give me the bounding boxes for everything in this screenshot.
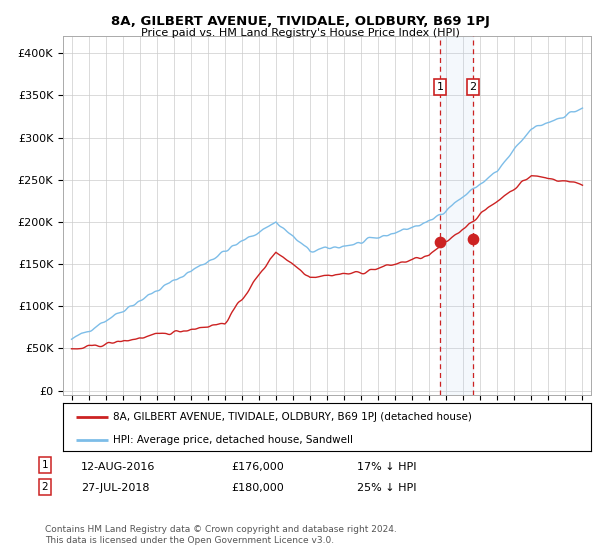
Text: 1: 1 [41,460,49,470]
Text: 27-JUL-2018: 27-JUL-2018 [81,483,149,493]
Text: £176,000: £176,000 [231,462,284,472]
Text: HPI: Average price, detached house, Sandwell: HPI: Average price, detached house, Sand… [113,435,353,445]
Text: 8A, GILBERT AVENUE, TIVIDALE, OLDBURY, B69 1PJ (detached house): 8A, GILBERT AVENUE, TIVIDALE, OLDBURY, B… [113,412,472,422]
Text: 2: 2 [41,482,49,492]
Text: 8A, GILBERT AVENUE, TIVIDALE, OLDBURY, B69 1PJ: 8A, GILBERT AVENUE, TIVIDALE, OLDBURY, B… [110,15,490,28]
Text: Contains HM Land Registry data © Crown copyright and database right 2024.
This d: Contains HM Land Registry data © Crown c… [45,525,397,545]
Bar [440,36,473,395]
Text: 25% ↓ HPI: 25% ↓ HPI [357,483,416,493]
Point [435,237,445,246]
Text: Price paid vs. HM Land Registry's House Price Index (HPI): Price paid vs. HM Land Registry's House … [140,28,460,38]
Text: 12-AUG-2016: 12-AUG-2016 [81,462,155,472]
Text: £180,000: £180,000 [231,483,284,493]
Point [469,234,478,243]
Text: 1: 1 [436,82,443,92]
Text: 2: 2 [470,82,476,92]
Text: 17% ↓ HPI: 17% ↓ HPI [357,462,416,472]
